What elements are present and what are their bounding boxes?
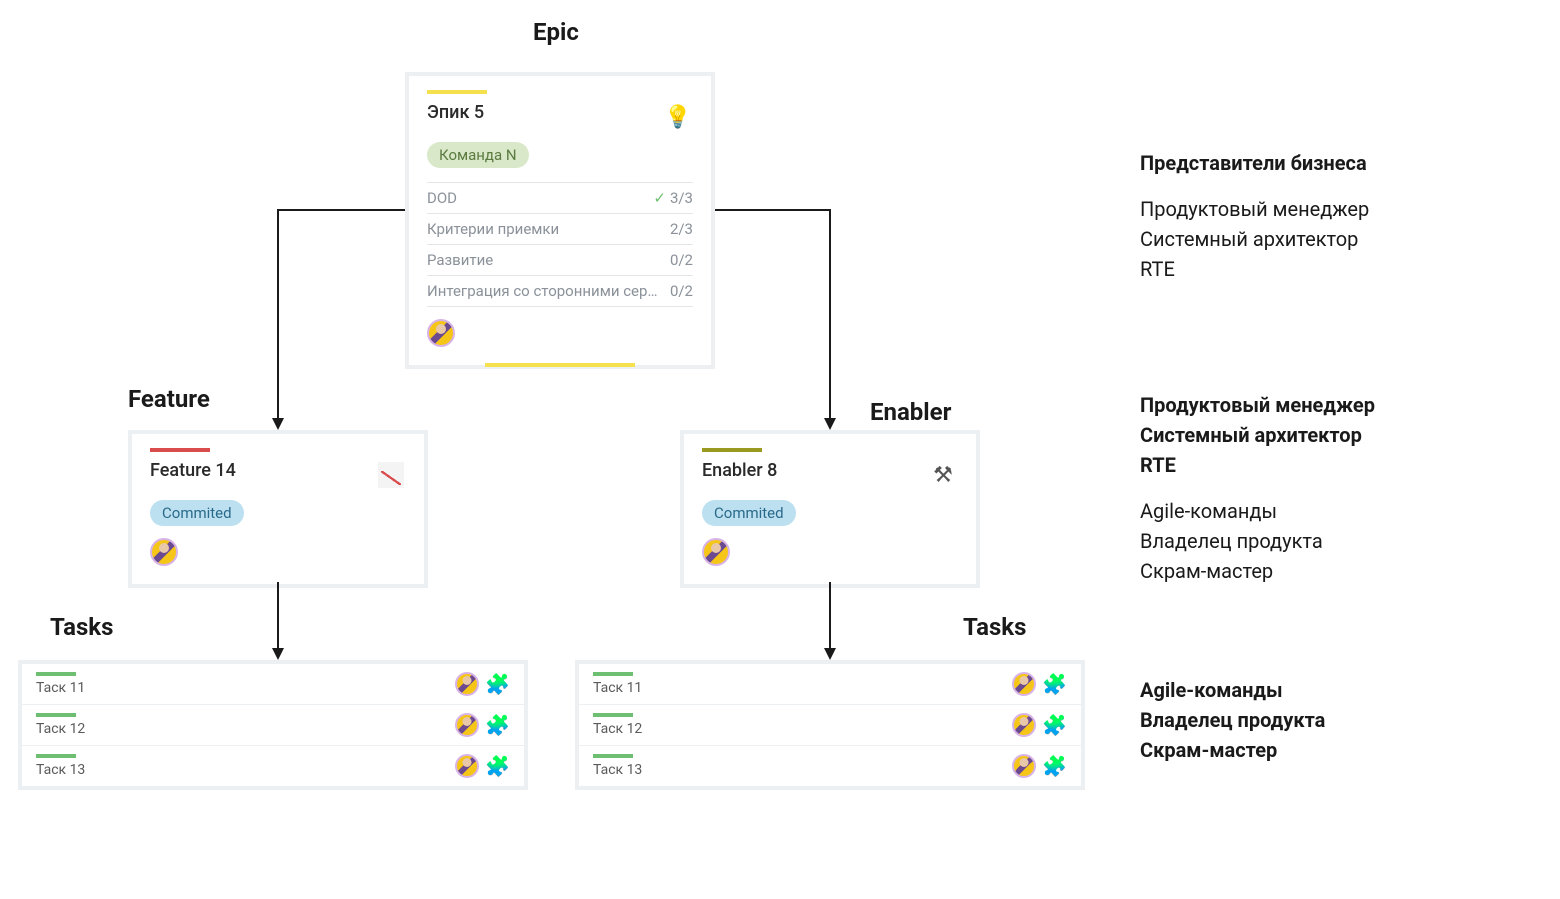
enabler-section-label: Enabler (870, 398, 951, 426)
epic-team-tag[interactable]: Команда N (427, 142, 529, 168)
task-row[interactable]: Таск 13 🧩 (579, 746, 1081, 786)
avatar (1012, 713, 1036, 737)
progress-label: Интеграция со сторонними серви… (427, 282, 670, 300)
feature-title: Feature 14 (150, 460, 236, 481)
task-row[interactable]: Таск 12 🧩 (22, 705, 524, 746)
puzzle-icon: 🧩 (485, 754, 510, 778)
enabler-stripe (702, 448, 762, 452)
tasks-section-label-right: Tasks (963, 613, 1026, 641)
avatar (455, 713, 479, 737)
epic-stripe (427, 90, 487, 94)
hammer-icon: ⚒ (928, 460, 958, 490)
task-title: Таск 12 (593, 721, 642, 737)
roles-heading: Владелец продукта (1140, 705, 1325, 735)
progress-value: 0/2 (670, 251, 693, 269)
progress-label: DOD (427, 189, 653, 207)
progress-row: Развитие0/2 (427, 245, 693, 276)
enabler-tasks-list: Таск 11 🧩 Таск 12 🧩 Таск 13 🧩 (575, 660, 1085, 790)
progress-value: 2/3 (670, 220, 693, 238)
task-stripe (593, 754, 633, 758)
roles-item: Agile-команды (1140, 496, 1375, 526)
task-title: Таск 13 (593, 762, 642, 778)
puzzle-icon: 🧩 (485, 713, 510, 737)
epic-title: Эпик 5 (427, 102, 484, 123)
roles-epic: Представители бизнеса Продуктовый менедже… (1140, 148, 1369, 284)
task-row[interactable]: Таск 13 🧩 (22, 746, 524, 786)
enabler-title: Enabler 8 (702, 460, 777, 481)
task-row[interactable]: Таск 11 🧩 (579, 664, 1081, 705)
check-icon: ✓ (653, 189, 666, 207)
feature-stripe (150, 448, 210, 452)
task-stripe (36, 713, 76, 717)
feature-status-tag[interactable]: Commited (150, 500, 244, 526)
puzzle-icon: 🧩 (1042, 713, 1067, 737)
task-stripe (36, 754, 76, 758)
task-title: Таск 13 (36, 762, 85, 778)
progress-row: Интеграция со сторонними серви…0/2 (427, 276, 693, 307)
enabler-status-tag[interactable]: Commited (702, 500, 796, 526)
roles-heading: Представители бизнеса (1140, 148, 1369, 178)
epic-card[interactable]: Эпик 5 💡 Команда N DOD✓3/3Критерии прием… (405, 72, 715, 369)
avatar (702, 538, 730, 566)
roles-item: Скрам-мастер (1140, 556, 1375, 586)
lightbulb-icon: 💡 (663, 102, 693, 132)
avatar (1012, 754, 1036, 778)
roles-item: Владелец продукта (1140, 526, 1375, 556)
roles-item: Продуктовый менеджер (1140, 194, 1369, 224)
feature-card[interactable]: Feature 14 Commited (128, 430, 428, 588)
roles-heading: Скрам-мастер (1140, 735, 1325, 765)
chart-icon (376, 460, 406, 490)
task-title: Таск 11 (36, 680, 85, 696)
feature-tasks-list: Таск 11 🧩 Таск 12 🧩 Таск 13 🧩 (18, 660, 528, 790)
puzzle-icon: 🧩 (1042, 754, 1067, 778)
tasks-section-label-left: Tasks (50, 613, 113, 641)
task-row[interactable]: Таск 11 🧩 (22, 664, 524, 705)
roles-heading: Системный архитектор (1140, 420, 1375, 450)
roles-item: Системный архитектор (1140, 224, 1369, 254)
avatar (150, 538, 178, 566)
avatar (455, 754, 479, 778)
epic-underline (485, 363, 635, 367)
puzzle-icon: 🧩 (1042, 672, 1067, 696)
roles-heading: Продуктовый менеджер (1140, 390, 1375, 420)
avatar (1012, 672, 1036, 696)
roles-item: RTE (1140, 254, 1369, 284)
progress-label: Развитие (427, 251, 670, 269)
roles-tasks: Agile-командыВладелец продуктаСкрам-маст… (1140, 675, 1325, 765)
progress-row: Критерии приемки2/3 (427, 214, 693, 245)
progress-label: Критерии приемки (427, 220, 670, 238)
epic-progress-table: DOD✓3/3Критерии приемки2/3Развитие0/2Инт… (427, 182, 693, 307)
task-title: Таск 12 (36, 721, 85, 737)
task-stripe (36, 672, 76, 676)
progress-value: ✓3/3 (653, 189, 693, 207)
avatar (455, 672, 479, 696)
epic-section-label: Epic (533, 18, 579, 46)
avatar (427, 319, 455, 347)
roles-feature-enabler: Продуктовый менеджерСистемный архитектор… (1140, 390, 1375, 586)
roles-heading: Agile-команды (1140, 675, 1325, 705)
task-stripe (593, 713, 633, 717)
puzzle-icon: 🧩 (485, 672, 510, 696)
task-row[interactable]: Таск 12 🧩 (579, 705, 1081, 746)
progress-value: 0/2 (670, 282, 693, 300)
feature-section-label: Feature (128, 385, 210, 413)
enabler-card[interactable]: Enabler 8 ⚒ Commited (680, 430, 980, 588)
task-title: Таск 11 (593, 680, 642, 696)
progress-row: DOD✓3/3 (427, 183, 693, 214)
roles-heading: RTE (1140, 450, 1375, 480)
task-stripe (593, 672, 633, 676)
